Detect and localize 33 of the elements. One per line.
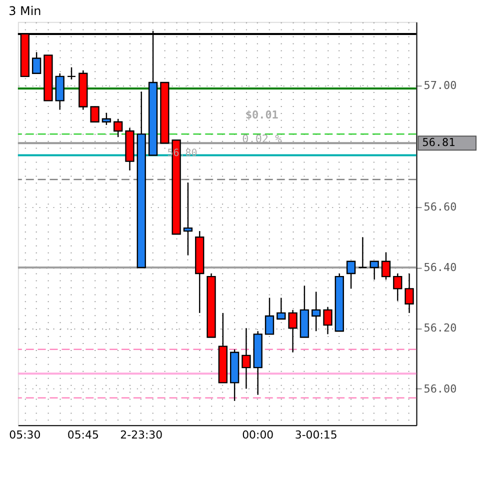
x-tick-label: 3-00:15 xyxy=(294,428,338,442)
chart-title: 3 Min xyxy=(8,4,42,18)
annotation: 56.80 xyxy=(167,148,198,160)
candlestick xyxy=(114,118,123,138)
candlestick xyxy=(346,260,356,290)
candlestick xyxy=(102,112,112,126)
annotation: 0.02 % xyxy=(242,132,282,146)
candlestick xyxy=(323,306,332,335)
candlestick xyxy=(370,260,379,280)
candlestick xyxy=(90,106,100,123)
candlestick xyxy=(276,297,286,320)
annotation: $0.01 xyxy=(245,108,279,122)
y-tick-label: 56.60 xyxy=(424,200,457,214)
candlestick xyxy=(264,297,274,335)
x-tick-label: 05:45 xyxy=(67,428,99,442)
candlestick xyxy=(312,291,321,332)
candlestick xyxy=(183,182,193,256)
ref-line-label: 56.81 xyxy=(422,136,456,150)
x-tick-label: 00:00 xyxy=(242,428,274,442)
y-tick-label: 56.00 xyxy=(424,382,457,396)
y-tick-label: 56.20 xyxy=(424,322,457,335)
candlestick xyxy=(66,66,76,80)
candlestick xyxy=(288,309,298,353)
candlestick xyxy=(393,272,402,302)
candlestick xyxy=(242,328,251,390)
y-tick-label: 56.40 xyxy=(424,260,457,274)
y-tick-label: 57.00 xyxy=(424,79,457,92)
candlestick xyxy=(381,252,391,280)
candlestick xyxy=(404,272,414,314)
candlestick xyxy=(32,52,42,74)
x-tick-label: 05:30 xyxy=(9,428,41,442)
candlestick xyxy=(358,236,368,268)
x-tick-label: 2-23:30 xyxy=(120,428,163,442)
